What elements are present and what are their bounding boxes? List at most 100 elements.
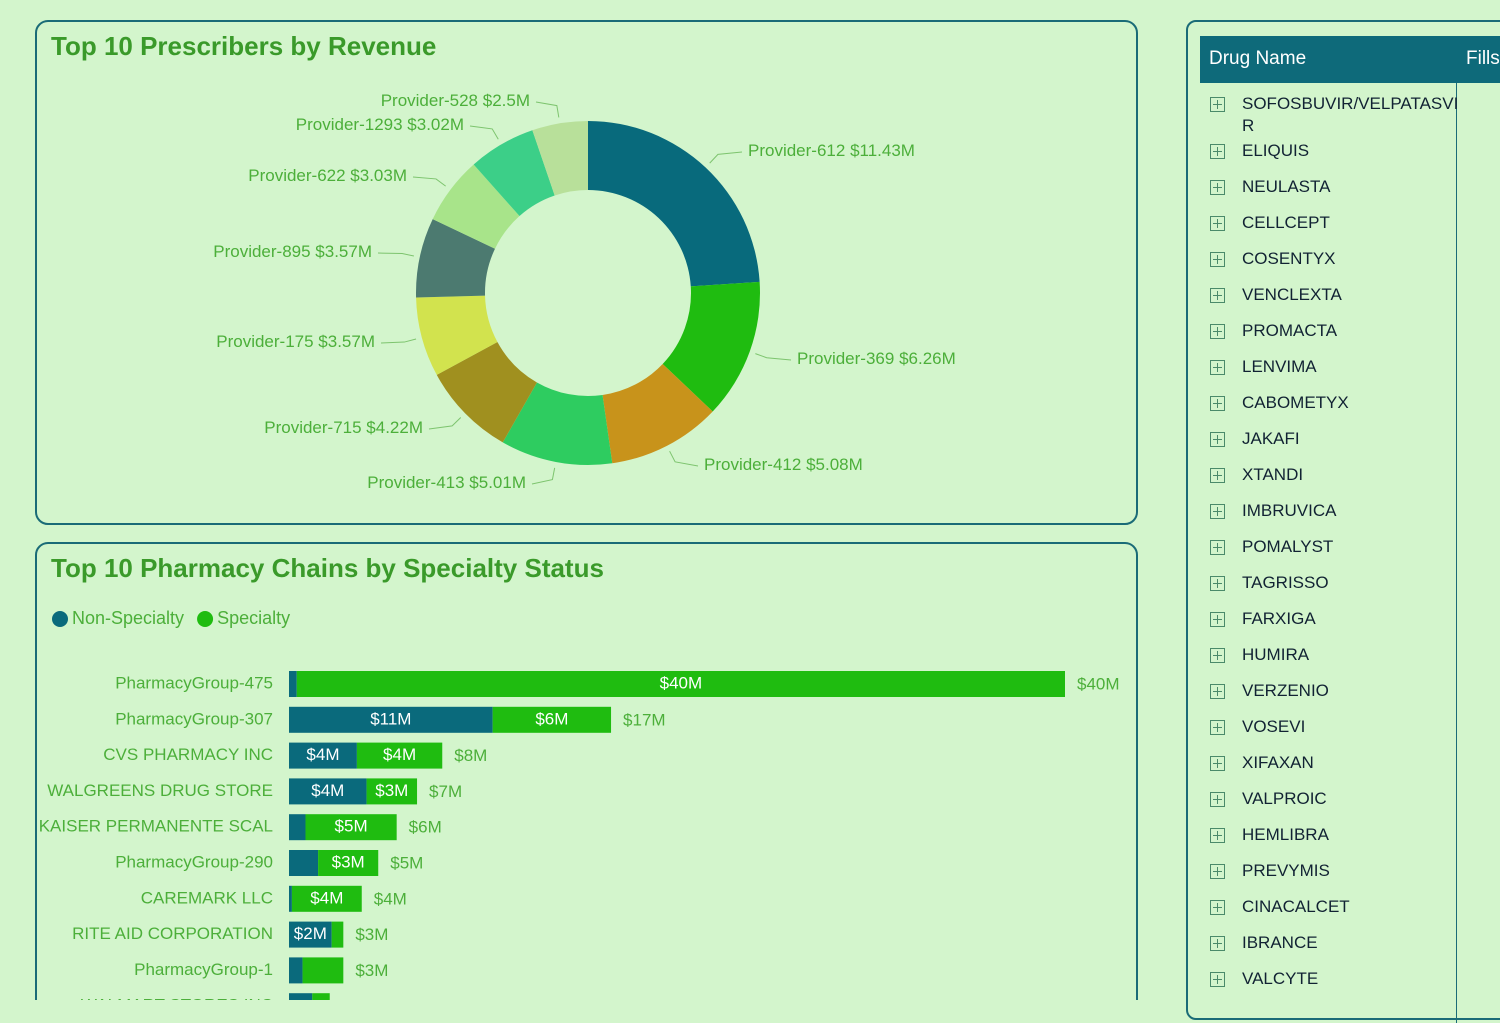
bar-segment [366, 778, 418, 805]
bar-segment [302, 957, 344, 984]
category-label: Provider-622 [248, 166, 345, 185]
slice-label: Provider-175 $3.57M [216, 332, 375, 351]
table-row: VERZENIO [1200, 677, 1460, 713]
leader-line [535, 101, 560, 118]
bar-segment [289, 671, 297, 697]
bar-segment [356, 742, 443, 769]
leader-line [669, 450, 699, 467]
total-label: $3M [355, 925, 388, 944]
category-label: Provider-1293 [296, 115, 403, 134]
drug-name: VOSEVI [1242, 717, 1306, 736]
expand-icon[interactable] [1210, 360, 1225, 375]
expand-icon[interactable] [1210, 504, 1225, 519]
value-label: $5.08M [806, 455, 863, 474]
table-row: XTANDI [1200, 461, 1460, 497]
value-label: $6.26M [899, 349, 956, 368]
drug-name: PROMACTA [1242, 321, 1338, 340]
drug-name: POMALYST [1242, 537, 1334, 556]
drug-name: LENVIMA [1242, 357, 1317, 376]
expand-icon[interactable] [1210, 432, 1225, 447]
category-label: CVS PHARMACY INC [103, 745, 273, 764]
table-row: SOFOSBUVIR/VELPATASVIR [1200, 90, 1460, 137]
segment-label: $4M [310, 888, 343, 907]
bar-segment [289, 742, 357, 769]
value-label: $3.02M [407, 115, 464, 134]
table-row: PREVYMIS [1200, 857, 1460, 893]
category-label: Provider-413 [367, 473, 464, 492]
expand-icon[interactable] [1210, 144, 1225, 159]
table-row: JAKAFI [1200, 425, 1460, 461]
expand-icon[interactable] [1210, 324, 1225, 339]
donut-slice [588, 121, 760, 287]
expand-icon[interactable] [1210, 900, 1225, 915]
drug-name: VALPROIC [1242, 789, 1327, 808]
value-label: $3.57M [315, 242, 372, 261]
table-row: CELLCEPT [1200, 209, 1460, 245]
leader-line [469, 125, 499, 140]
legend-label: Specialty [217, 608, 290, 628]
bar-segment [305, 814, 397, 841]
total-label: $8M [454, 746, 487, 765]
drug-name: FARXIGA [1242, 609, 1316, 628]
donut-slice [532, 121, 588, 196]
expand-icon[interactable] [1210, 756, 1225, 771]
expand-icon[interactable] [1210, 468, 1225, 483]
expand-icon[interactable] [1210, 288, 1225, 303]
leader-line [412, 176, 446, 187]
expand-icon[interactable] [1210, 936, 1225, 951]
drug-name: NEULASTA [1242, 177, 1331, 196]
value-label: $4.22M [366, 418, 423, 437]
category-label: Provider-412 [704, 455, 801, 474]
expand-icon[interactable] [1210, 648, 1225, 663]
segment-label: $6M [535, 709, 568, 728]
slice-label: Provider-622 $3.03M [248, 166, 407, 185]
drug-name: VALCYTE [1242, 969, 1319, 988]
table-row: VENCLEXTA [1200, 281, 1460, 317]
category-label: PharmacyGroup-290 [115, 852, 273, 871]
slice-label: Provider-895 $3.57M [213, 242, 372, 261]
drug-name: TAGRISSO [1242, 573, 1329, 592]
segment-label: $40M [660, 673, 703, 692]
expand-icon[interactable] [1210, 396, 1225, 411]
table-row: VALCYTE [1200, 965, 1460, 1001]
column-header[interactable]: Fills [1466, 48, 1500, 69]
total-label: $40M [1077, 674, 1120, 693]
table-row: HEMLIBRA [1200, 821, 1460, 857]
drug-name: IMBRUVICA [1242, 501, 1337, 520]
expand-icon[interactable] [1210, 97, 1225, 112]
page: Top 10 Prescribers by Revenue Top 10 Pha… [35, 20, 1500, 1023]
expand-icon[interactable] [1210, 612, 1225, 627]
drug-name: HEMLIBRA [1242, 825, 1329, 844]
expand-icon[interactable] [1210, 720, 1225, 735]
bar-segment [289, 850, 319, 876]
column-header[interactable]: Drug Name [1209, 48, 1307, 69]
table-row: CABOMETYX [1200, 389, 1460, 425]
bar-segment [289, 993, 313, 1000]
table-row: TAGRISSO [1200, 569, 1460, 605]
drug-name: CABOMETYX [1242, 393, 1349, 412]
legend-marker [197, 611, 214, 627]
expand-icon[interactable] [1210, 792, 1225, 807]
bar-segment [289, 885, 292, 912]
bar-segment [289, 706, 493, 733]
table-row: IBRANCE [1200, 929, 1460, 965]
expand-icon[interactable] [1210, 252, 1225, 267]
expand-icon[interactable] [1210, 828, 1225, 843]
value-label: $5.01M [469, 473, 526, 492]
expand-icon[interactable] [1210, 180, 1225, 195]
table-row: POMALYST [1200, 533, 1460, 569]
bar-segment [289, 921, 332, 948]
bar-segment [296, 671, 1065, 697]
expand-icon[interactable] [1210, 576, 1225, 591]
slice-label: Provider-412 $5.08M [704, 455, 863, 474]
chart-title: Top 10 Pharmacy Chains by Specialty Stat… [51, 553, 604, 583]
expand-icon[interactable] [1210, 864, 1225, 879]
expand-icon[interactable] [1210, 540, 1225, 555]
expand-icon[interactable] [1210, 216, 1225, 231]
category-label: Provider-715 [264, 418, 361, 437]
leader-line [428, 417, 462, 430]
expand-icon[interactable] [1210, 972, 1225, 987]
expand-icon[interactable] [1210, 684, 1225, 699]
slice-label: Provider-369 $6.26M [797, 349, 956, 368]
donut-slice [436, 342, 537, 443]
